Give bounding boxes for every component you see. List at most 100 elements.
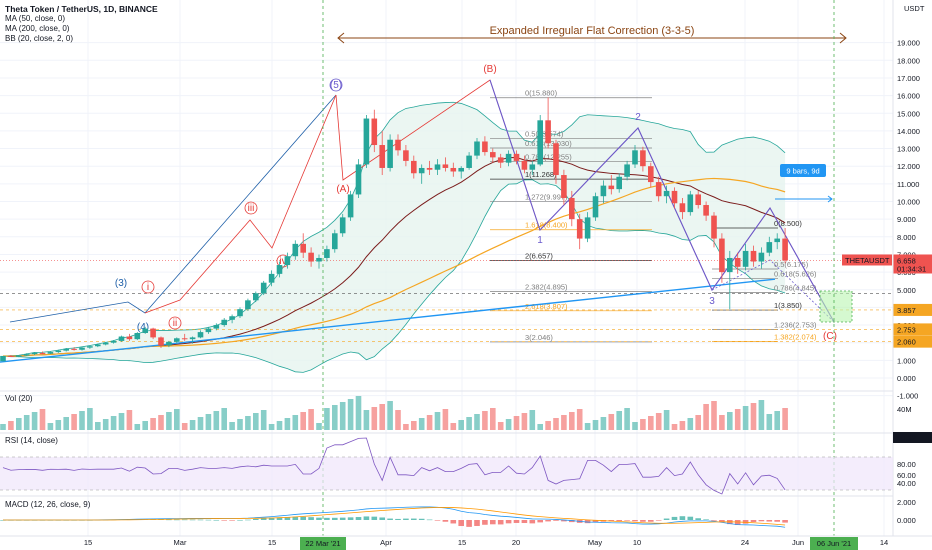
price-tick: 5.000 xyxy=(897,286,916,295)
volume-bar xyxy=(371,407,378,430)
candle-body xyxy=(118,336,125,341)
rsi-value-bg xyxy=(893,432,932,443)
price-tick: 13.000 xyxy=(897,145,920,154)
candle-body xyxy=(624,164,630,177)
candle-body xyxy=(134,332,141,340)
macd-histogram-bar xyxy=(347,517,354,520)
volume-bar xyxy=(442,409,449,430)
candle-body xyxy=(671,190,678,204)
candle-body xyxy=(197,332,204,338)
volume-bar xyxy=(450,423,457,430)
macd-histogram-bar xyxy=(482,520,488,525)
volume-bar xyxy=(339,402,346,430)
macd-histogram-bar xyxy=(513,520,520,523)
time-highlight1: 22 Mar '21 xyxy=(305,539,340,548)
rsi-label[interactable]: RSI (14, close) xyxy=(5,436,58,445)
volume-bar xyxy=(332,405,338,430)
legend-ma200[interactable]: MA (200, close, 0) xyxy=(5,24,70,33)
candle-body xyxy=(284,256,291,266)
candle-body xyxy=(324,249,330,258)
candle-body xyxy=(529,164,536,170)
macd-histogram-bar xyxy=(663,518,670,520)
macd-histogram-bar xyxy=(363,516,370,520)
volume-bar xyxy=(379,404,385,430)
volume-bar xyxy=(426,415,433,430)
candle-body xyxy=(174,338,180,342)
candle-body xyxy=(632,150,638,165)
bb-fill xyxy=(3,102,786,373)
volume-bar xyxy=(719,415,725,430)
candle-body xyxy=(458,167,464,172)
macd-histogram-bar xyxy=(505,520,512,524)
candle-body xyxy=(63,348,69,351)
volume-bar xyxy=(537,424,543,430)
time-tick: 24 xyxy=(741,538,749,547)
fib2-label: 0.5(6.175) xyxy=(774,260,809,269)
macd-histogram-bar xyxy=(474,520,480,526)
time-tick: 10 xyxy=(633,538,641,547)
volume-bar xyxy=(284,418,291,430)
volume-label[interactable]: Vol (20) xyxy=(5,394,33,403)
legend-bb[interactable]: BB (20, close, 2, 0) xyxy=(5,34,74,43)
annotation-arrow: Expanded Irregular Flat Correction (3-3-… xyxy=(337,24,847,44)
volume-bar xyxy=(648,416,654,430)
macd-histogram-bar xyxy=(719,520,725,523)
candle-body xyxy=(181,338,188,340)
macd-histogram-bar xyxy=(695,518,701,520)
ma-layer xyxy=(0,156,786,363)
candle-body xyxy=(31,352,38,355)
macd-histogram-bar xyxy=(466,520,472,527)
volume-bar xyxy=(679,421,686,430)
price-tick: -1.000 xyxy=(897,392,918,401)
fib1-label: 0.618(13.030) xyxy=(525,139,572,148)
price-tick: 16.000 xyxy=(897,92,920,101)
price-tick: 11.000 xyxy=(897,180,919,189)
macd-histogram-bar xyxy=(450,520,457,524)
wave-label-ii: ii xyxy=(173,318,177,329)
volume-bar xyxy=(23,415,30,430)
measure-tool[interactable]: 9 bars, 9d xyxy=(775,164,833,203)
volume-bar xyxy=(434,412,441,430)
volume-bar xyxy=(576,409,583,430)
price-axis[interactable]: USDT 19.000 18.000 17.000 16.000 15.000 14.000… xyxy=(842,4,932,401)
volume-bar xyxy=(253,413,259,430)
volume-bar xyxy=(600,417,607,430)
fib2-label: 1.382(2.074) xyxy=(774,332,817,341)
candle-body xyxy=(758,252,765,262)
price-tick: 12.000 xyxy=(897,162,920,171)
volume-bar xyxy=(497,422,504,430)
price-tag-level3-bg xyxy=(893,335,932,348)
price-tick: 8.000 xyxy=(897,233,916,242)
volume-bar xyxy=(237,419,243,430)
volume-bar xyxy=(355,396,362,430)
macd-histogram-bar xyxy=(584,520,591,524)
volume-bar xyxy=(197,417,204,430)
volume-bar xyxy=(411,421,417,430)
volume-bar xyxy=(189,420,196,430)
candle-body xyxy=(403,150,409,161)
candle-body xyxy=(426,167,433,170)
chart-legend: Theta Token / TetherUS, 1D, BINANCE MA (… xyxy=(5,4,158,44)
wave-label-1: 1 xyxy=(537,235,543,246)
volume-bar xyxy=(205,414,212,430)
candle-body xyxy=(47,352,54,354)
candle-body xyxy=(719,238,725,273)
macd-label[interactable]: MACD (12, 26, close, 9) xyxy=(5,500,91,509)
wave-label-iv: iv xyxy=(279,256,286,267)
volume-bar xyxy=(640,419,646,430)
candle-body xyxy=(561,175,567,198)
macd-histogram-bar xyxy=(537,520,543,523)
time-axis[interactable]: 15 Mar 15 Apr 15 20 May 10 24 Jun 14 22 Mar '21 06 J… xyxy=(84,537,888,550)
volume-bar xyxy=(695,415,701,430)
volume-bar xyxy=(458,420,464,430)
legend-ma50[interactable]: MA (50, close, 0) xyxy=(5,14,66,23)
macd-histogram-bar xyxy=(750,520,757,523)
volume-bar xyxy=(490,408,496,430)
candle-body xyxy=(102,342,109,345)
volume-bar xyxy=(8,421,14,430)
volume-bar xyxy=(150,418,156,430)
candle-body xyxy=(584,217,591,239)
bb-lower-band xyxy=(2,179,786,373)
candle-layer xyxy=(0,97,788,362)
